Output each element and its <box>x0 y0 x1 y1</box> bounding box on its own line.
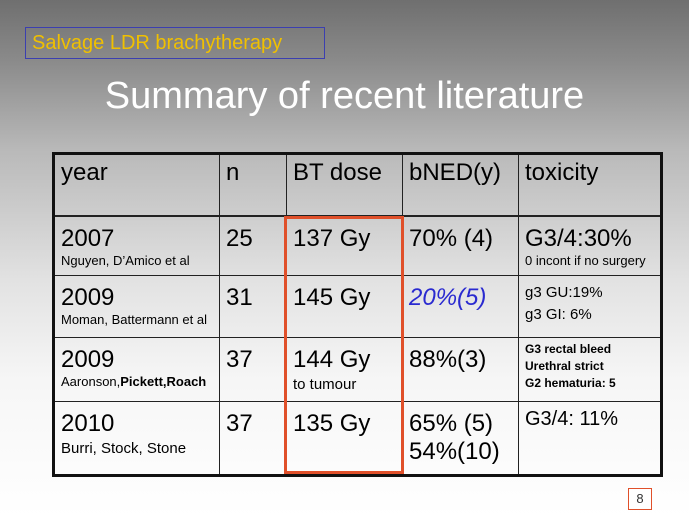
table-row: 2009 Moman, Battermann et al 31 145 Gy 2… <box>53 275 662 338</box>
n-value: 31 <box>226 284 253 311</box>
dose-note: to tumour <box>293 376 357 393</box>
cell-dose: 137 Gy <box>286 215 403 276</box>
dose-value: 145 Gy <box>293 284 371 311</box>
page-number: 8 <box>628 488 652 510</box>
literature-table: year n BT dose bNED(y) toxicity 2007 Ngu… <box>52 152 663 477</box>
header-year: year <box>53 153 220 217</box>
dose-value: 135 Gy <box>293 410 371 437</box>
cell-n: 25 <box>219 215 287 276</box>
cell-bned: 65% (5) 54%(10) <box>402 401 519 476</box>
cell-dose: 135 Gy <box>286 401 403 476</box>
cell-toxicity: G3 rectal bleed Urethral strict G2 hemat… <box>518 337 662 402</box>
cell-toxicity: G3/4:30% 0 incont if no surgery <box>518 215 662 276</box>
n-value: 25 <box>226 224 253 252</box>
cell-year: 2007 Nguyen, D’Amico et al <box>53 215 220 276</box>
bned-value: 20%(5) <box>409 284 487 311</box>
cell-toxicity: g3 GU:19% g3 GI: 6% <box>518 275 662 338</box>
bned-value: 70% (4) <box>409 224 494 252</box>
authors-part-b: Pickett,Roach <box>120 374 207 389</box>
header-n: n <box>219 153 287 217</box>
bned-value: 88%(3) <box>409 346 487 373</box>
n-value: 37 <box>226 410 253 437</box>
cell-n: 37 <box>219 401 287 476</box>
bned-value-2: 54%(10) <box>409 438 500 465</box>
authors: Nguyen, D’Amico et al <box>61 252 190 268</box>
cell-bned: 70% (4) <box>402 215 519 276</box>
toxicity-value: G3/4: 11% <box>525 408 619 430</box>
year-value: 2009 <box>61 284 115 311</box>
n-value: 37 <box>226 346 253 373</box>
cell-bned: 20%(5) <box>402 275 519 338</box>
toxicity-note: 0 incont if no surgery <box>525 252 646 268</box>
cell-dose: 145 Gy <box>286 275 403 338</box>
toxicity-value-2: g3 GI: 6% <box>525 306 592 323</box>
header-toxicity: toxicity <box>518 153 662 217</box>
cell-n: 31 <box>219 275 287 338</box>
table-header-row: year n BT dose bNED(y) toxicity <box>53 153 662 217</box>
cell-dose: 144 Gy to tumour <box>286 337 403 402</box>
slide-title: Summary of recent literature <box>104 75 585 117</box>
toxicity-value: G3/4:30% <box>525 224 632 252</box>
table-row: 2010 Burri, Stock, Stone 37 135 Gy 65% (… <box>53 401 662 476</box>
year-value: 2010 <box>61 410 115 437</box>
dose-value: 137 Gy <box>293 224 371 252</box>
year-value: 2009 <box>61 346 115 373</box>
cell-year: 2010 Burri, Stock, Stone <box>53 401 220 476</box>
header-dose: BT dose <box>286 153 403 217</box>
authors: Moman, Battermann et al <box>61 312 207 327</box>
table-row: 2009 Aaronson,Pickett,Roach 37 144 Gy to… <box>53 337 662 402</box>
cell-n: 37 <box>219 337 287 402</box>
authors: Aaronson,Pickett,Roach <box>61 374 219 390</box>
section-tag: Salvage LDR brachytherapy <box>25 27 325 59</box>
header-bned: bNED(y) <box>402 153 519 217</box>
toxicity-line-1: G3 rectal bleed <box>525 342 612 356</box>
year-value: 2007 <box>61 224 115 252</box>
authors: Burri, Stock, Stone <box>61 440 187 457</box>
toxicity-line-2: Urethral strict <box>525 359 604 373</box>
authors-part-a: Aaronson, <box>61 374 121 389</box>
toxicity-value: g3 GU:19% <box>525 284 603 301</box>
cell-year: 2009 Aaronson,Pickett,Roach <box>53 337 220 402</box>
table-row: 2007 Nguyen, D’Amico et al 25 137 Gy 70%… <box>53 215 662 276</box>
cell-toxicity: G3/4: 11% <box>518 401 662 476</box>
bned-value: 65% (5) <box>409 410 494 437</box>
cell-year: 2009 Moman, Battermann et al <box>53 275 220 338</box>
dose-value: 144 Gy <box>293 346 371 373</box>
toxicity-line-3: G2 hematuria: 5 <box>525 376 616 390</box>
cell-bned: 88%(3) <box>402 337 519 402</box>
